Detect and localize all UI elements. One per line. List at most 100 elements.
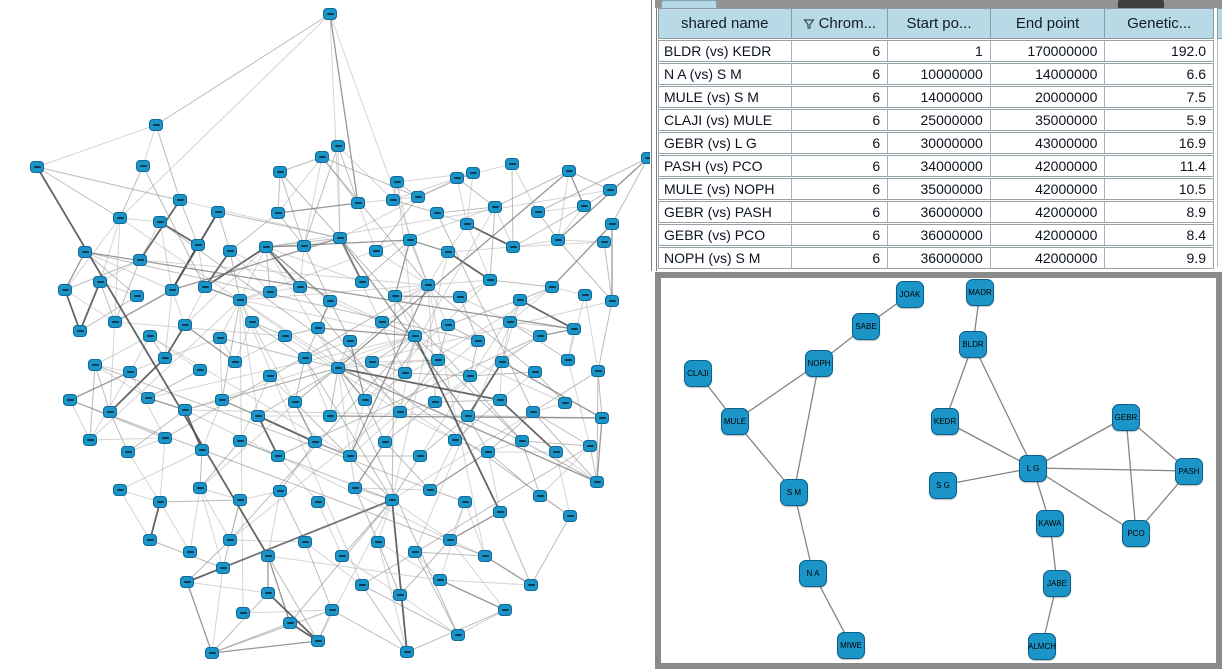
network-node[interactable] (259, 241, 273, 253)
network-node[interactable] (528, 366, 542, 378)
cell-value[interactable]: 36000000 (888, 202, 991, 222)
node-mule[interactable]: MULE (721, 408, 749, 435)
table-row[interactable]: BLDR (vs) KEDR 6 1 170000000 192.0 (658, 40, 1214, 62)
node-bldr[interactable]: BLDR (959, 331, 987, 358)
network-node[interactable] (458, 496, 472, 508)
table-row[interactable]: GEBR (vs) L G 6 30000000 43000000 16.9 (658, 132, 1214, 154)
network-node[interactable] (355, 276, 369, 288)
cell-value[interactable]: 8.9 (1186, 204, 1207, 220)
network-node[interactable] (103, 406, 117, 418)
network-node[interactable] (443, 534, 457, 546)
network-node[interactable] (403, 234, 417, 246)
cell-shared-name[interactable]: MULE (vs) S M (659, 87, 792, 107)
network-node[interactable] (153, 496, 167, 508)
network-node[interactable] (123, 366, 137, 378)
table-row[interactable]: CLAJI (vs) MULE 6 25000000 35000000 5.9 (658, 109, 1214, 131)
cell-value[interactable]: 36000000 (888, 248, 991, 268)
node-noph[interactable]: NOPH (805, 350, 833, 377)
network-node[interactable] (113, 212, 127, 224)
network-node[interactable] (236, 607, 250, 619)
cell-value[interactable]: 10000000 (888, 64, 991, 84)
network-node[interactable] (393, 406, 407, 418)
network-node[interactable] (506, 241, 520, 253)
network-node[interactable] (561, 354, 575, 366)
node-s-m[interactable]: S M (780, 479, 808, 506)
network-node[interactable] (358, 394, 372, 406)
cell-value[interactable]: 35000000 (991, 110, 1106, 130)
network-node[interactable] (488, 201, 502, 213)
network-node[interactable] (595, 412, 609, 424)
network-node[interactable] (526, 406, 540, 418)
cell-value[interactable]: 9.9 (1186, 250, 1207, 266)
network-node[interactable] (466, 167, 480, 179)
cell-value[interactable]: 192.0 (1170, 43, 1207, 59)
node-joak[interactable]: JOAK (896, 281, 924, 308)
network-node[interactable] (233, 494, 247, 506)
network-node[interactable] (343, 450, 357, 462)
network-node[interactable] (121, 446, 135, 458)
network-node[interactable] (577, 200, 591, 212)
network-node[interactable] (261, 587, 275, 599)
network-node[interactable] (149, 119, 163, 131)
cell-value[interactable]: 6 (792, 225, 889, 245)
cell-value[interactable]: 6 (792, 41, 889, 61)
network-node[interactable] (408, 546, 422, 558)
cell-value[interactable]: 6 (792, 64, 889, 84)
network-node[interactable] (158, 352, 172, 364)
network-node[interactable] (233, 435, 247, 447)
network-node[interactable] (348, 482, 362, 494)
column-header-genetic[interactable]: Genetic... (1105, 9, 1213, 38)
scrollbar-tab-dark[interactable] (1118, 0, 1164, 8)
network-node[interactable] (30, 161, 44, 173)
network-node[interactable] (288, 396, 302, 408)
cell-value[interactable]: 14000000 (991, 64, 1106, 84)
network-node[interactable] (551, 234, 565, 246)
cell-value[interactable]: 16.9 (1178, 135, 1207, 151)
network-node[interactable] (233, 294, 247, 306)
network-node[interactable] (263, 286, 277, 298)
network-node[interactable] (431, 354, 445, 366)
cell-value[interactable]: 7.5 (1186, 89, 1207, 105)
network-node[interactable] (605, 295, 619, 307)
node-n-a[interactable]: N A (799, 560, 827, 587)
network-node[interactable] (273, 485, 287, 497)
network-node[interactable] (371, 536, 385, 548)
table-row[interactable]: PASH (vs) PCO 6 34000000 42000000 11.4 (658, 155, 1214, 177)
network-node[interactable] (365, 356, 379, 368)
node-jabe[interactable]: JABE (1043, 570, 1071, 597)
column-header-shared-name[interactable]: shared name (659, 9, 792, 38)
cell-value[interactable]: 6 (792, 110, 889, 130)
network-node[interactable] (153, 216, 167, 228)
network-node[interactable] (223, 245, 237, 257)
network-node[interactable] (311, 635, 325, 647)
network-node[interactable] (567, 323, 581, 335)
network-node[interactable] (213, 332, 227, 344)
cell-value[interactable]: 34000000 (888, 156, 991, 176)
network-node[interactable] (130, 290, 144, 302)
network-node[interactable] (563, 510, 577, 522)
network-node[interactable] (271, 450, 285, 462)
cell-value[interactable]: 42000000 (991, 156, 1106, 176)
network-node[interactable] (108, 316, 122, 328)
network-node[interactable] (408, 330, 422, 342)
cell-value[interactable]: 8.4 (1186, 227, 1207, 243)
network-node[interactable] (562, 165, 576, 177)
network-node[interactable] (178, 319, 192, 331)
network-node[interactable] (478, 550, 492, 562)
cell-shared-name[interactable]: MULE (vs) NOPH (659, 179, 792, 199)
cell-value[interactable]: 43000000 (991, 133, 1106, 153)
node-pash[interactable]: PASH (1175, 458, 1203, 485)
network-node[interactable] (533, 330, 547, 342)
network-node[interactable] (228, 356, 242, 368)
network-node[interactable] (311, 322, 325, 334)
network-node[interactable] (515, 435, 529, 447)
network-node[interactable] (297, 240, 311, 252)
network-node[interactable] (448, 434, 462, 446)
network-node[interactable] (180, 576, 194, 588)
network-node[interactable] (369, 245, 383, 257)
network-node[interactable] (421, 279, 435, 291)
network-node[interactable] (193, 482, 207, 494)
node-s-g[interactable]: S G (929, 472, 957, 499)
network-node[interactable] (413, 450, 427, 462)
network-node[interactable] (493, 506, 507, 518)
